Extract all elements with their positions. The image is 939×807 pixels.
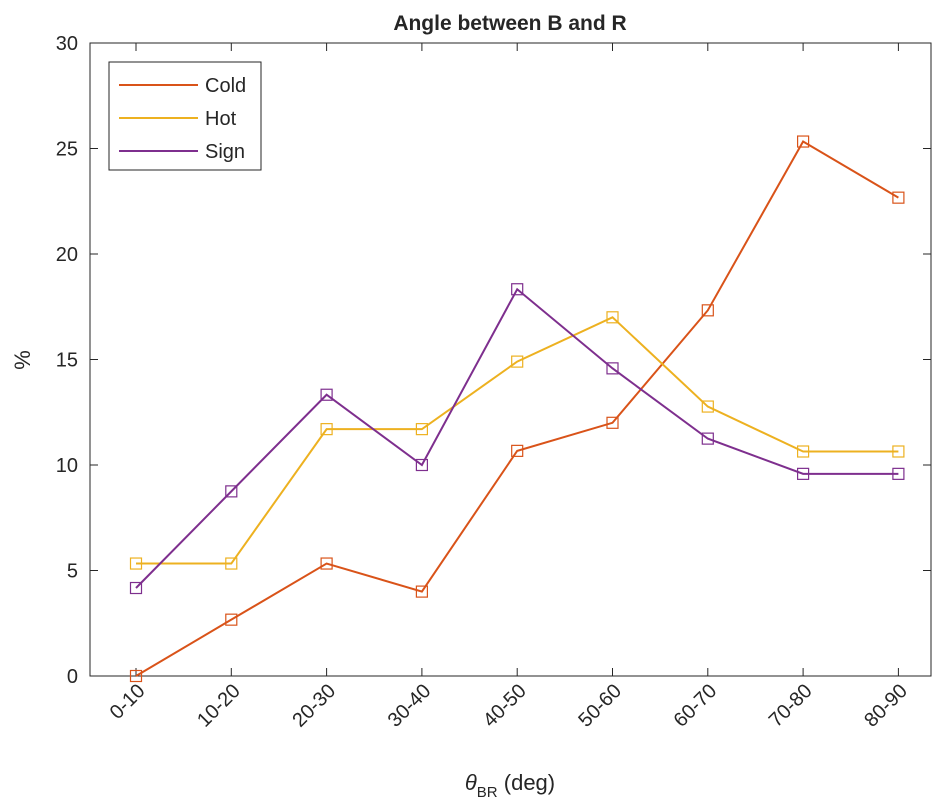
data-point <box>796 467 810 480</box>
y-tick-label: 25 <box>56 139 78 161</box>
data-point <box>415 458 428 472</box>
y-tick-label: 15 <box>56 350 78 372</box>
data-point <box>225 485 238 498</box>
data-point <box>892 445 905 458</box>
legend: Cold Hot Sign <box>108 61 262 171</box>
data-point <box>606 362 619 375</box>
data-point <box>511 283 524 296</box>
x-axis-label: θBR (deg) <box>465 770 555 801</box>
series-line <box>135 287 899 589</box>
x-tick-label: 10-20 <box>193 680 245 732</box>
series-sign <box>129 283 905 595</box>
data-point <box>511 355 524 368</box>
data-point <box>701 432 714 445</box>
y-tick-label: 20 <box>56 244 78 266</box>
x-tick-label: 20-30 <box>288 680 340 732</box>
x-axis-label-symbol: θ <box>465 770 477 795</box>
x-tick-label: 40-50 <box>479 680 531 732</box>
x-tick-label: 70-80 <box>765 680 817 732</box>
legend-label: Cold <box>205 75 246 97</box>
y-tick-label: 0 <box>67 666 78 688</box>
data-point <box>796 445 810 458</box>
data-point <box>511 444 524 457</box>
data-point <box>320 388 333 401</box>
y-tick-label: 30 <box>56 33 78 55</box>
y-axis: 0 5 10 15 20 25 30 <box>56 33 931 688</box>
series-line <box>135 140 899 677</box>
legend-label: Sign <box>205 141 245 163</box>
data-point <box>606 311 619 324</box>
y-axis-label: % <box>10 350 35 370</box>
data-point <box>892 191 905 204</box>
y-tick-label: 10 <box>56 455 78 477</box>
series-lines <box>129 135 905 683</box>
x-tick-label: 0-10 <box>106 680 150 724</box>
data-point <box>129 669 143 683</box>
data-point <box>320 423 333 436</box>
x-tick-label: 80-90 <box>860 680 912 732</box>
data-point <box>320 557 333 570</box>
x-axis-label-unit: (deg) <box>498 770 555 795</box>
data-point <box>415 585 428 598</box>
x-axis-label-subscript: BR <box>477 784 498 801</box>
data-point <box>701 304 714 317</box>
data-point <box>225 613 238 626</box>
legend-label: Hot <box>205 108 237 130</box>
data-point <box>606 416 619 429</box>
x-tick-label: 60-70 <box>670 680 722 732</box>
y-tick-label: 5 <box>67 561 78 583</box>
data-point <box>225 557 238 570</box>
x-tick-label: 50-60 <box>574 680 626 732</box>
series-hot <box>129 311 905 570</box>
chart-title: Angle between B and R <box>393 12 626 35</box>
x-tick-label: 30-40 <box>384 680 436 732</box>
data-point <box>129 581 143 595</box>
data-point <box>892 467 905 480</box>
data-point <box>796 135 810 148</box>
series-line <box>136 316 899 565</box>
data-point <box>415 423 428 436</box>
series-cold <box>129 135 905 683</box>
data-point <box>129 557 143 570</box>
data-point <box>701 400 714 413</box>
